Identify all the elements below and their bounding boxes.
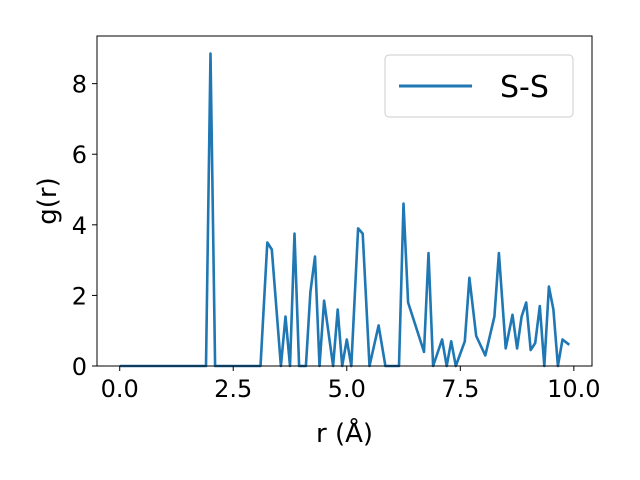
legend-label-s-s: S-S bbox=[500, 70, 549, 105]
plot-layer bbox=[119, 52, 571, 368]
x-axis-label: r (Å) bbox=[316, 417, 373, 449]
x-tick-label: 2.5 bbox=[214, 375, 252, 403]
x-tick-label: 5.0 bbox=[328, 375, 366, 403]
x-tick-label: 7.5 bbox=[441, 375, 479, 403]
y-tick-label: 6 bbox=[72, 141, 87, 169]
y-axis-label: g(r) bbox=[33, 177, 63, 224]
legend-box bbox=[384, 54, 574, 118]
x-tick-label: 0.0 bbox=[101, 375, 139, 403]
ticks-layer: 0.0 2.5 5.0 7.5 10.0 0 2 4 6 8 bbox=[72, 71, 601, 403]
y-tick-label: 2 bbox=[72, 282, 87, 310]
y-tick-label: 0 bbox=[72, 353, 87, 381]
y-tick-label: 8 bbox=[72, 71, 87, 99]
legend: S-S bbox=[384, 54, 574, 118]
x-tick-label: 10.0 bbox=[547, 375, 600, 403]
axes-frame bbox=[96, 35, 593, 367]
series-line-s-s bbox=[119, 52, 571, 368]
y-tick-label: 4 bbox=[72, 212, 87, 240]
